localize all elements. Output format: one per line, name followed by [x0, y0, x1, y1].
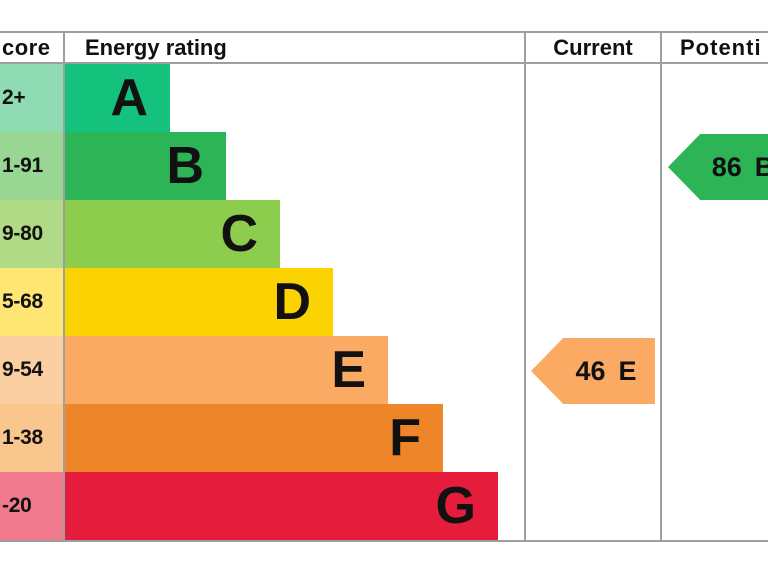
band-letter-c: C	[220, 205, 258, 263]
score-range-c: 9-80	[2, 222, 43, 245]
current-column-header: Current	[553, 35, 633, 60]
energy-bar-c: C	[65, 200, 280, 268]
score-cell-d: 5-68	[0, 268, 63, 336]
potential-score: 86	[711, 151, 742, 182]
current-column-divider	[524, 31, 526, 542]
current-band: E	[618, 355, 637, 386]
score-range-g: -20	[2, 494, 32, 517]
score-column-header: core	[2, 35, 51, 60]
score-range-f: 1-38	[2, 426, 43, 449]
score-cell-c: 9-80	[0, 200, 63, 268]
band-letter-g: G	[435, 477, 476, 535]
score-cell-g: -20	[0, 472, 63, 540]
score-cell-e: 9-54	[0, 336, 63, 404]
band-letter-a: A	[110, 69, 148, 127]
potential-band: B	[754, 151, 768, 182]
score-cell-a: 2+	[0, 64, 63, 132]
table-bottom-border	[0, 540, 768, 542]
energy-bar-d: D	[65, 268, 333, 336]
energy-bar-f: F	[65, 404, 443, 472]
current-rating-arrow-icon: 46 E	[531, 338, 655, 404]
score-range-a: 2+	[2, 86, 26, 109]
potential-rating-arrow-icon: 86 B	[668, 134, 768, 200]
current-score: 46	[575, 355, 606, 386]
potential-column-divider	[660, 31, 662, 542]
score-column-divider	[63, 31, 65, 542]
energy-bar-b: B	[65, 132, 226, 200]
band-letter-e: E	[331, 341, 366, 399]
score-range-e: 9-54	[2, 358, 43, 381]
energy-rating-column-header: Energy rating	[85, 35, 227, 60]
energy-bar-e: E	[65, 336, 388, 404]
score-cell-f: 1-38	[0, 404, 63, 472]
table-top-border	[0, 31, 768, 33]
score-range-d: 5-68	[2, 290, 43, 313]
score-cell-b: 1-91	[0, 132, 63, 200]
band-letter-d: D	[273, 273, 311, 331]
score-range-b: 1-91	[2, 154, 43, 177]
energy-bar-g: G	[65, 472, 498, 540]
band-letter-b: B	[166, 137, 204, 195]
potential-column-header: Potenti	[680, 35, 762, 60]
energy-bar-a: A	[65, 64, 170, 132]
band-letter-f: F	[389, 409, 421, 467]
header-bottom-border	[0, 62, 768, 64]
